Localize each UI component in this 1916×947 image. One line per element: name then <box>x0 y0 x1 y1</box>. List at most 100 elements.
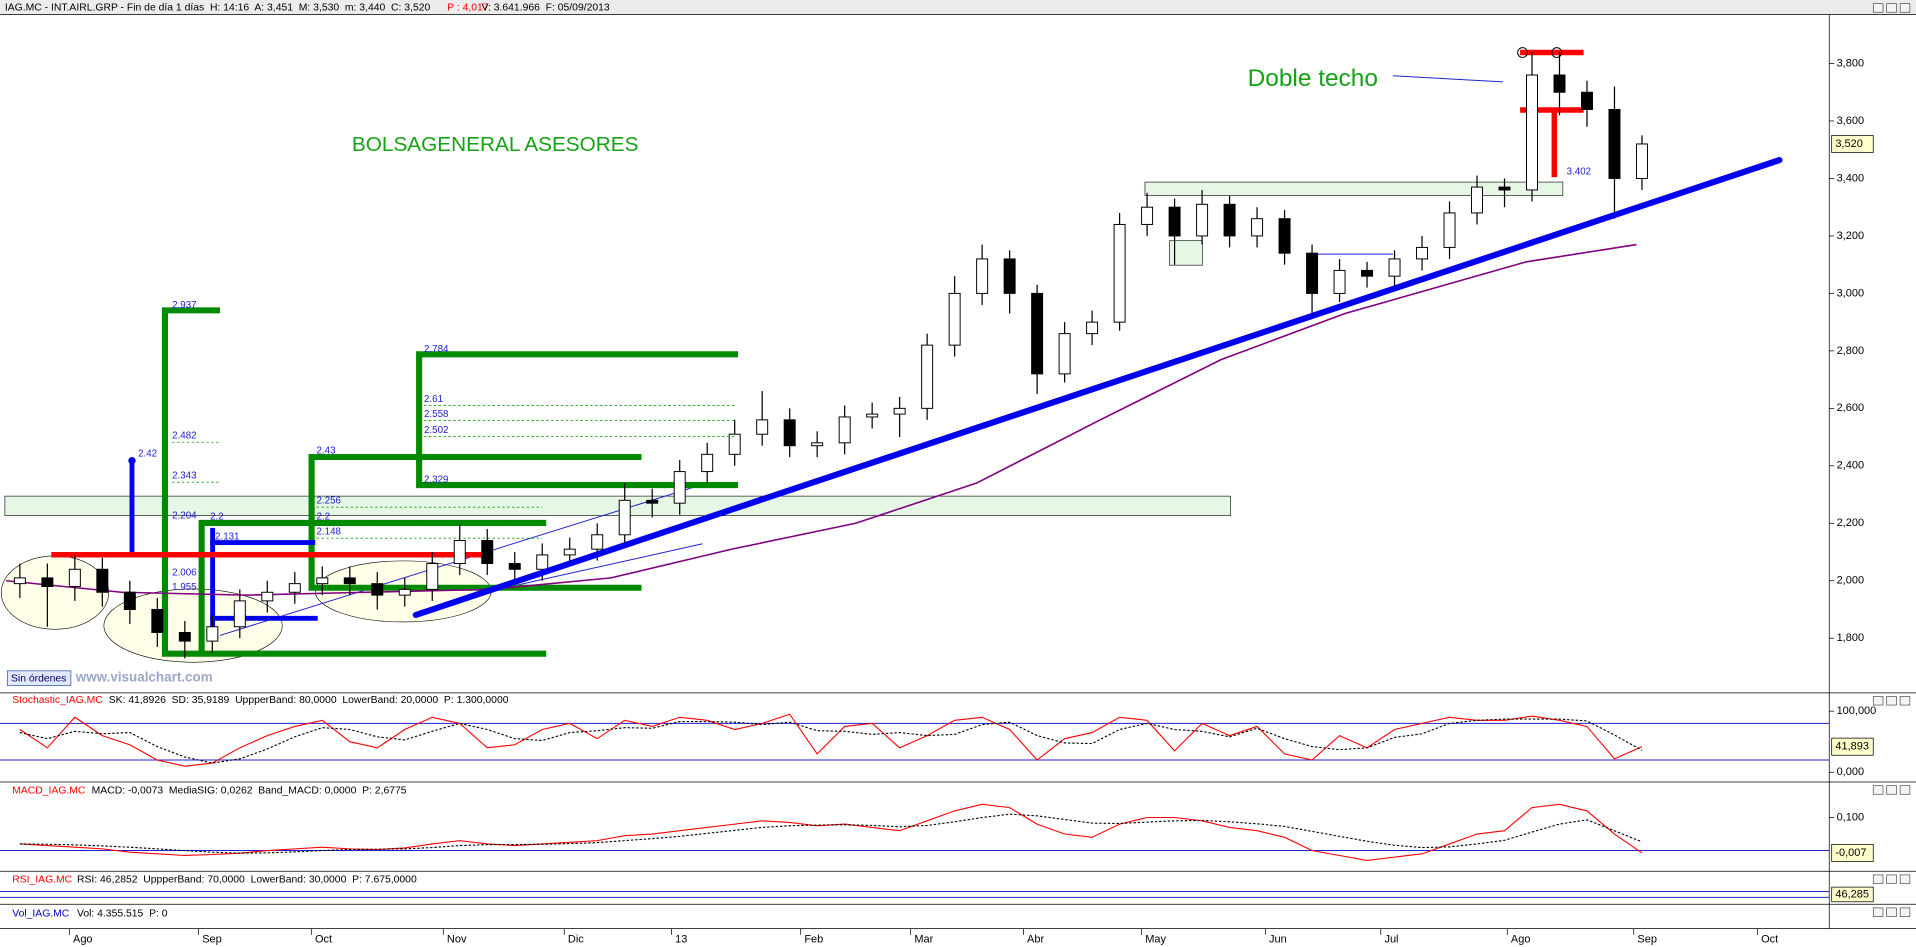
candle-body <box>1031 292 1044 375</box>
level-label: 2.204 <box>172 511 197 522</box>
y-tick-label: 2,000 <box>1837 575 1865 587</box>
status[interactable]: Sin órdenes <box>11 674 66 685</box>
candle-body <box>123 591 136 610</box>
x-tick-label: Oct <box>1761 934 1778 946</box>
candle-body <box>1526 74 1538 191</box>
top-circles <box>1517 47 1563 58</box>
status-box[interactable] <box>6 670 72 686</box>
candle-body <box>976 258 989 294</box>
level-label: 2.131 <box>215 532 239 543</box>
level-label: 2.329 <box>424 475 448 486</box>
candle-body <box>811 442 824 447</box>
x-tick-label: Abr <box>1027 934 1044 946</box>
x-tick-label: Mar <box>914 934 933 946</box>
y-tick-label: 1,800 <box>1837 632 1865 644</box>
candle-body <box>1058 333 1071 375</box>
panel-name: Stochastic_IAG.MC <box>12 695 103 706</box>
candle-body <box>1168 206 1181 237</box>
x-tick-label: Ago <box>1511 934 1531 946</box>
x-tick-label: Dic <box>568 934 584 946</box>
candle-body <box>866 413 879 418</box>
level-label: 2.558 <box>424 409 448 420</box>
candle-body <box>508 563 521 570</box>
trend-line <box>412 157 1783 619</box>
y-tick-label: 2,600 <box>1837 402 1865 414</box>
indicator-line <box>19 803 1643 861</box>
candle-body <box>618 499 631 536</box>
header-bar <box>0 0 1916 15</box>
panel-header: MACD: -0,0073 MediaSIG: 0,0262 Band_MACD… <box>92 785 407 796</box>
candle-body <box>591 534 604 550</box>
candle-body <box>1141 206 1154 225</box>
level-label: 2.61 <box>424 394 443 405</box>
candle-body <box>453 540 466 565</box>
level-label: 3.402 <box>1567 166 1591 177</box>
level-label: 2.937 <box>172 300 196 311</box>
candle-body <box>1113 223 1126 323</box>
panel-name: Vol_IAG.MC <box>12 909 70 920</box>
candle-body <box>1196 203 1209 237</box>
candle-body <box>151 609 164 633</box>
candle-body <box>206 626 219 642</box>
candle-body <box>426 563 439 590</box>
candle-body <box>1608 109 1621 179</box>
annotation: Doble techo <box>1248 65 1378 92</box>
x-tick-label: Ago <box>73 934 93 946</box>
y-tick-label: 0,100 <box>1837 811 1865 823</box>
y-tick-label: 2,200 <box>1837 517 1865 529</box>
last-value-label: 46,285 <box>1835 888 1869 900</box>
header: IAG.MC - INT.AIRL.GRP - Fin de día 1 día… <box>5 3 431 14</box>
x-tick-label: Sep <box>1637 934 1657 946</box>
candle-body <box>371 583 384 596</box>
candle-body <box>41 577 54 588</box>
window-buttons[interactable] <box>1872 3 1911 917</box>
candle-body <box>68 568 81 588</box>
panel-header: Vol: 4.355.515 P: 0 <box>77 909 168 920</box>
indicator-line <box>19 813 1643 854</box>
x-tick-label: Nov <box>447 934 467 946</box>
candle-body <box>646 499 659 504</box>
candle-body <box>1086 321 1099 335</box>
y-tick-label: 3,800 <box>1837 57 1865 69</box>
resistance-zone <box>1144 181 1564 196</box>
level-label: 2.482 <box>172 431 196 442</box>
candle-body <box>13 577 26 585</box>
candle-body <box>1003 258 1016 294</box>
last-value-label: 3,520 <box>1835 138 1863 150</box>
candle-body <box>1306 252 1319 294</box>
panel-separators <box>0 14 1916 930</box>
candle-body <box>343 577 356 585</box>
y-tick-label: 100,000 <box>1837 705 1877 717</box>
candle-body <box>96 568 109 593</box>
indicator-line <box>19 713 1643 767</box>
y-tick-label: 2,400 <box>1837 460 1865 472</box>
candle-body <box>1443 212 1456 248</box>
candle-body <box>316 577 329 585</box>
watermark: www.visualchart.com <box>75 670 213 685</box>
last-value-box <box>1831 844 1874 862</box>
candle-body <box>563 548 576 556</box>
marker-dot <box>128 457 136 465</box>
header-tail: V: 3.641.966 F: 05/09/2013 <box>481 3 609 14</box>
y-tick-label: 0,000 <box>1837 766 1865 778</box>
indicator-line <box>19 718 1643 764</box>
moving-average <box>6 243 1637 596</box>
last-value-box <box>1831 886 1874 903</box>
candle-body <box>261 591 274 602</box>
panel-header: RSI: 46,2852 UppperBand: 70,0000 LowerBa… <box>77 875 417 886</box>
y-tick-label: 3,200 <box>1837 230 1865 242</box>
x-tick-label: Sep <box>202 934 222 946</box>
last-value-label: -0,007 <box>1835 847 1866 859</box>
y-tick-label: 3,600 <box>1837 115 1865 127</box>
panel-name: RSI_IAG.MC <box>12 875 72 886</box>
level-label: 2.784 <box>424 344 449 355</box>
level-label: 2.43 <box>317 446 336 457</box>
candle-body <box>673 471 686 504</box>
candle-body <box>921 344 934 409</box>
x-tick-label: Jun <box>1269 934 1287 946</box>
level-label: 2.502 <box>424 425 448 436</box>
candle-body <box>756 419 769 435</box>
y-tick-label: 3,400 <box>1837 172 1865 184</box>
candle-body <box>536 554 549 570</box>
